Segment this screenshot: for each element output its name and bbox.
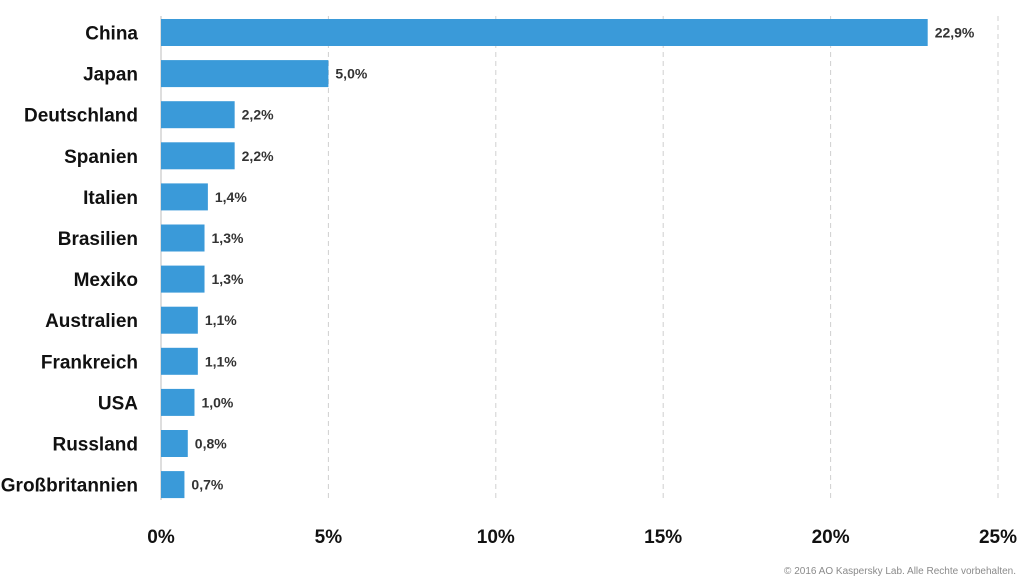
category-label: Spanien [64,147,138,168]
category-label: Deutschland [24,106,138,127]
value-label: 1,3% [212,271,244,287]
bar [161,183,208,211]
x-tick-label: 5% [315,527,343,548]
value-label: 1,3% [212,230,244,246]
value-label: 5,0% [335,66,367,82]
value-labels: 22,9% 5,0% 2,2% 2,2% 1,4% 1,3% 1,3% 1,1% 1,1% 1,0… [191,25,975,493]
category-label: Italien [83,188,138,209]
category-labels: China Japan Deutschland Spanien Italien Brasi… [1,24,139,497]
bar [161,142,235,170]
bar [161,19,928,46]
value-label: 2,2% [242,148,274,164]
bars [161,19,928,499]
bar [161,306,198,334]
category-label: Frankreich [41,352,138,373]
category-label: Mexiko [74,270,138,291]
bar [161,265,205,293]
bar [161,471,185,499]
value-label: 1,1% [205,312,237,328]
grid-lines [160,16,999,500]
copyright-notice: © 2016 AO Kaspersky Lab. Alle Rechte vor… [784,566,1016,577]
value-label: 0,8% [195,436,227,452]
x-tick-label: 25% [979,527,1017,548]
x-tick-label: 15% [644,527,682,548]
bar [161,60,329,88]
x-tick-label: 20% [812,527,850,548]
category-label: USA [98,393,138,414]
value-label: 0,7% [191,477,223,493]
value-label: 22,9% [935,25,975,41]
x-axis-ticks: 0% 5% 10% 15% 20% 25% [147,527,1017,548]
x-tick-label: 0% [147,527,175,548]
value-label: 1,4% [215,189,247,205]
value-label: 2,2% [242,107,274,123]
bar [161,430,188,457]
category-label: China [85,24,138,45]
bar [161,388,195,416]
x-tick-label: 10% [477,527,515,548]
bar [161,101,235,129]
category-label: Australien [45,311,138,332]
bar [161,347,198,375]
bar [161,224,205,252]
value-label: 1,0% [201,394,233,410]
category-label: Russland [52,435,138,456]
category-label: Brasilien [58,229,138,250]
category-label: Japan [83,65,138,86]
category-label: Großbritannien [1,476,138,497]
value-label: 1,1% [205,353,237,369]
